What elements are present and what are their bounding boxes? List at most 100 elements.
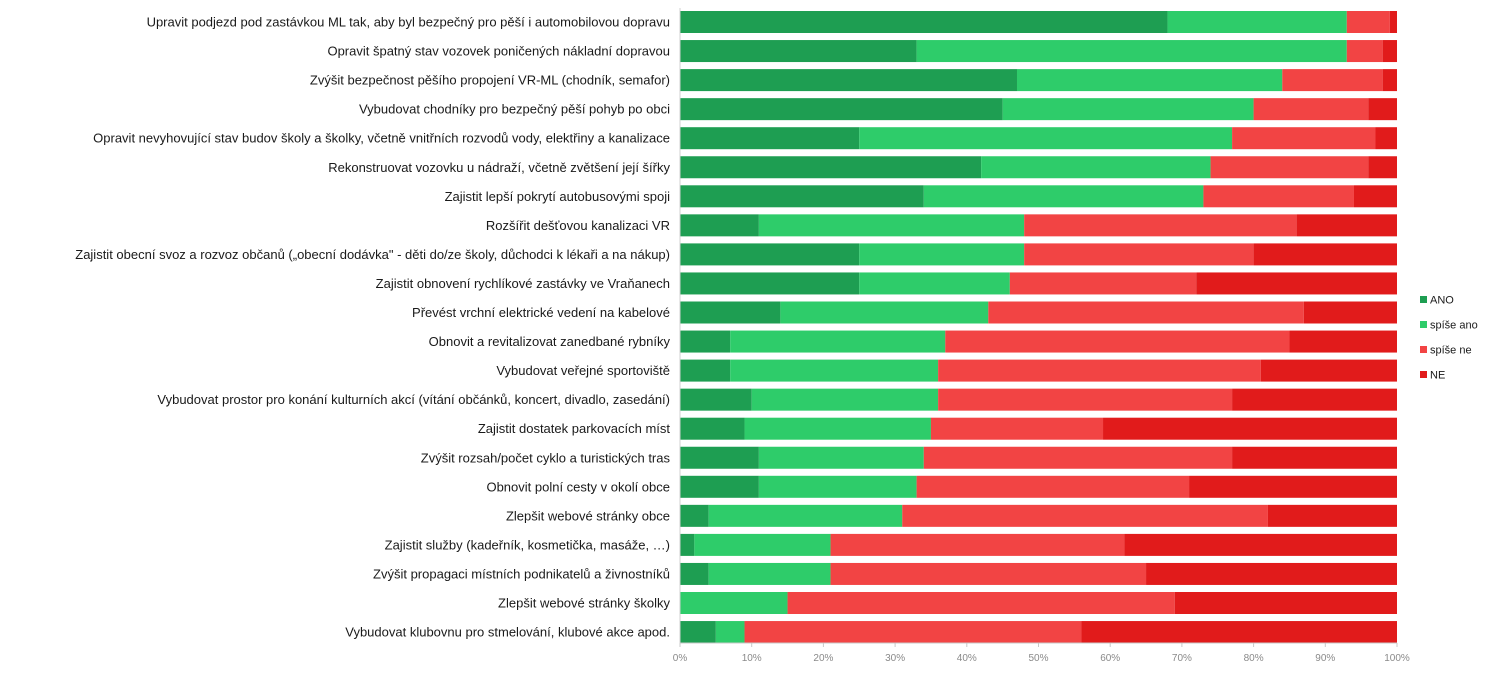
bar-segment [680, 11, 1168, 33]
bar-segment [1368, 156, 1397, 179]
bar-segment [744, 417, 931, 440]
bars-group [680, 11, 1397, 644]
x-tick-label: 0% [673, 653, 688, 664]
x-tick-label: 10% [742, 653, 762, 664]
bar-segment [1210, 156, 1369, 179]
bar-segment [1146, 562, 1397, 585]
bar-segment [680, 40, 917, 63]
bar-segment [708, 504, 903, 527]
bar-segment [680, 98, 1003, 121]
bar-segment [1289, 330, 1397, 353]
bar-segment [938, 388, 1233, 411]
bar-segment [680, 417, 745, 440]
category-labels: Upravit podjezd pod zastávkou ML tak, ab… [75, 15, 670, 640]
bar-segment [758, 446, 924, 469]
bar-segment [680, 272, 860, 295]
bar-segment [694, 533, 831, 556]
category-label: Zvýšit propagaci místních podnikatelů a … [373, 566, 670, 581]
bar-segment [1103, 417, 1397, 440]
bar-segment [1382, 40, 1397, 63]
category-label: Převést vrchní elektrické vedení na kabe… [412, 305, 670, 320]
bar-segment [1024, 214, 1297, 237]
bar-segment [1189, 475, 1397, 498]
bar-segment [1389, 11, 1397, 33]
x-tick-label: 100% [1384, 653, 1410, 664]
bar-segment [1203, 185, 1354, 208]
bar-segment [751, 388, 939, 411]
bar-segment [1353, 185, 1397, 208]
category-label: Opravit špatný stav vozovek poničených n… [327, 44, 670, 59]
bar-segment [780, 301, 989, 324]
bar-segment [680, 185, 924, 208]
category-label: Zlepšit webové stránky školky [498, 596, 670, 611]
legend-swatch [1420, 371, 1427, 378]
category-label: Zajistit obnovení rychlíkové zastávky ve… [376, 276, 670, 291]
category-label: Obnovit polní cesty v okolí obce [486, 479, 670, 494]
bar-segment [923, 185, 1204, 208]
x-tick-label: 90% [1315, 653, 1335, 664]
bar-segment [787, 592, 1175, 614]
legend-swatch [1420, 296, 1427, 303]
bar-segment [680, 359, 731, 382]
bar-segment [1124, 533, 1397, 556]
x-tick-label: 60% [1100, 653, 1120, 664]
bar-segment [680, 214, 759, 237]
bar-segment [680, 562, 709, 585]
bar-segment [859, 272, 1010, 295]
bar-segment [680, 301, 781, 324]
bar-segment [1167, 11, 1347, 33]
bar-segment [680, 533, 695, 556]
bar-segment [981, 156, 1211, 179]
category-label: Opravit nevyhovující stav budov školy a … [93, 131, 670, 146]
bar-segment [1368, 98, 1397, 121]
bar-segment [916, 40, 1347, 63]
bar-segment [758, 475, 917, 498]
bar-segment [988, 301, 1304, 324]
bar-segment [730, 330, 946, 353]
bar-segment [938, 359, 1261, 382]
legend: ANO spíše ano spíše ne NE [1420, 295, 1478, 382]
bar-segment [1260, 359, 1397, 382]
category-label: Rozšířit dešťovou kanalizaci VR [486, 218, 670, 233]
bar-segment [680, 504, 709, 527]
bar-segment [1253, 243, 1397, 266]
bar-segment [1081, 621, 1397, 644]
category-label: Upravit podjezd pod zastávkou ML tak, ab… [147, 15, 670, 30]
category-label: Zajistit dostatek parkovacích míst [478, 421, 671, 436]
category-label: Obnovit a revitalizovat zanedbané rybník… [429, 334, 671, 349]
bar-segment [1346, 40, 1383, 63]
legend-label: spíše ano [1430, 320, 1478, 332]
bar-segment [1024, 243, 1254, 266]
bar-segment [680, 475, 759, 498]
x-axis: 0% 10% 20% 30% 40% 50% 60% 70% 80% 90% 100% [673, 8, 1410, 664]
category-label: Zvýšit bezpečnost pěšího propojení VR-ML… [310, 73, 670, 88]
bar-segment [680, 592, 788, 614]
bar-segment [859, 243, 1025, 266]
x-tick-label: 70% [1172, 653, 1192, 664]
x-tick-label: 80% [1244, 653, 1264, 664]
category-label: Vybudovat chodníky pro bezpečný pěší poh… [359, 102, 670, 117]
bar-segment [1232, 127, 1376, 150]
legend-label: ANO [1430, 295, 1454, 307]
legend-swatch [1420, 321, 1427, 328]
legend-label: NE [1430, 370, 1445, 382]
bar-segment [859, 127, 1233, 150]
bar-segment [708, 562, 831, 585]
category-label: Vybudovat klubovnu pro stmelování, klubo… [345, 625, 670, 640]
category-label: Vybudovat prostor pro konání kulturních … [157, 392, 670, 407]
bar-segment [1267, 504, 1397, 527]
x-tick-label: 30% [885, 653, 905, 664]
x-tick-label: 50% [1028, 653, 1048, 664]
bar-segment [1009, 272, 1197, 295]
category-label: Zajistit služby (kadeřník, kosmetička, m… [385, 537, 670, 552]
bar-segment [730, 359, 939, 382]
bar-segment [1232, 388, 1397, 411]
bar-segment [1346, 11, 1390, 33]
bar-segment [744, 621, 1082, 644]
bar-segment [830, 533, 1125, 556]
bar-segment [923, 446, 1233, 469]
bar-segment [1303, 301, 1397, 324]
x-tick-label: 20% [813, 653, 833, 664]
legend-swatch [1420, 346, 1427, 353]
